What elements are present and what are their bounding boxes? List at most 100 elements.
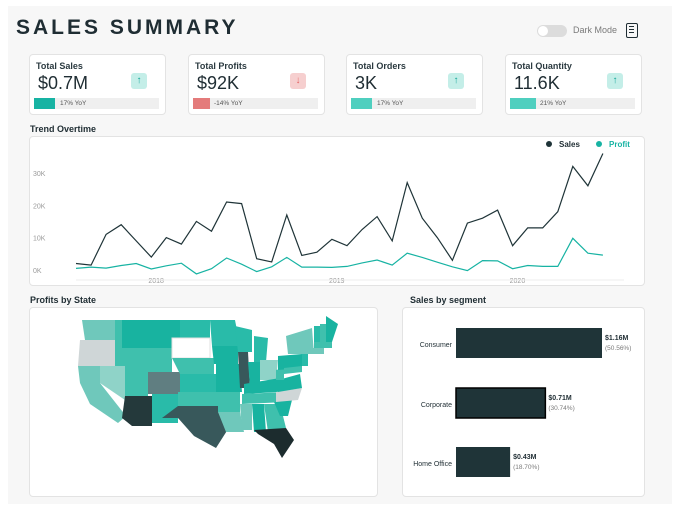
toggle-knob (538, 26, 548, 36)
state-oregon[interactable] (78, 340, 115, 366)
legend-profit: Profit (609, 140, 630, 149)
state-california[interactable] (78, 366, 126, 423)
state-new-hampshire[interactable] (320, 324, 326, 342)
arrow-up-icon: ↑ (607, 73, 623, 89)
kpi-label: Total Profits (195, 61, 247, 71)
kpi-card-total-orders: Total Orders 3K ↑ 17% YoY (346, 54, 483, 115)
arrow-up-icon: ↑ (448, 73, 464, 89)
state-texas[interactable] (162, 406, 230, 448)
state-montana[interactable] (122, 320, 180, 348)
state-iowa[interactable] (212, 346, 238, 364)
state-illinois[interactable] (238, 352, 250, 388)
dark-mode-label: Dark Mode (573, 25, 618, 35)
dark-mode-toggle[interactable] (537, 25, 567, 37)
kpi-label: Total Quantity (512, 61, 572, 71)
state-new-york[interactable] (286, 328, 314, 354)
state-idaho[interactable] (115, 320, 130, 370)
state-north-carolina[interactable] (276, 388, 302, 402)
state-missouri[interactable] (216, 364, 242, 392)
trend-chart: 0K 10K 20K 30K 2018 2019 2020 Sales Profit (33, 140, 630, 285)
state-maryland[interactable] (284, 366, 302, 374)
state-connecticut[interactable] (312, 348, 324, 354)
state-louisiana[interactable] (218, 412, 244, 432)
yoy-bar-fill (193, 98, 210, 109)
state-wisconsin[interactable] (235, 326, 252, 352)
segment-chart: Consumer $1.16M (50.56%) Corporate $0.71M (30… (413, 328, 631, 477)
state-colorado[interactable] (148, 372, 180, 394)
state-new-jersey[interactable] (302, 354, 308, 366)
segment-value-label: $0.43M (513, 454, 537, 461)
state-pennsylvania[interactable] (278, 354, 302, 370)
state-vermont[interactable] (314, 326, 320, 342)
state-michigan[interactable] (254, 336, 268, 362)
state-indiana[interactable] (248, 362, 260, 386)
state-ohio[interactable] (260, 360, 278, 380)
segment-bar[interactable] (456, 447, 511, 477)
kpi-card-total-sales: Total Sales $0.7M ↑ 17% YoY (29, 54, 166, 115)
segment-category-label: Home Office (413, 461, 452, 468)
map-title: Profits by State (30, 295, 97, 305)
segment-share-label: (50.56%) (605, 345, 631, 352)
map-panel (29, 307, 378, 497)
kpi-value: 11.6K (514, 73, 560, 93)
state-maine[interactable] (326, 316, 338, 342)
y-tick-label: 30K (33, 171, 46, 178)
document-menu-icon[interactable] (626, 23, 638, 38)
yoy-bar: 21% YoY (510, 98, 635, 109)
x-tick-label: 2019 (329, 278, 345, 285)
yoy-bar-fill (34, 98, 55, 109)
kpi-value: $0.7M (38, 73, 89, 93)
kpi-label: Total Orders (353, 61, 406, 71)
legend-sales: Sales (559, 140, 580, 149)
state-west-virginia[interactable] (276, 368, 284, 380)
state-nevada[interactable] (100, 366, 125, 400)
segment-bar[interactable] (456, 328, 602, 358)
yoy-label: 21% YoY (540, 100, 567, 107)
legend-marker-profit (596, 141, 602, 147)
state-arkansas[interactable] (218, 392, 240, 412)
arrow-up-icon: ↑ (131, 73, 147, 89)
state-south-dakota[interactable] (171, 337, 211, 359)
state-wyoming[interactable] (130, 348, 172, 372)
segment-category-label: Corporate (421, 402, 452, 409)
state-oklahoma[interactable] (178, 392, 218, 406)
yoy-bar: 17% YoY (34, 98, 159, 109)
yoy-label: 17% YoY (377, 100, 404, 107)
state-south-carolina[interactable] (274, 400, 292, 416)
state-north-dakota[interactable] (180, 320, 210, 338)
state-tennessee[interactable] (242, 392, 286, 404)
segment-category-label: Consumer (420, 342, 453, 349)
state-nebraska[interactable] (172, 358, 214, 374)
state-utah[interactable] (125, 370, 148, 396)
yoy-bar: 17% YoY (351, 98, 476, 109)
state-arizona[interactable] (122, 396, 152, 426)
x-tick-label: 2020 (510, 278, 526, 285)
yoy-bar-fill (510, 98, 536, 109)
kpi-card-total-profits: Total Profits $92K ↓ -14% YoY (188, 54, 325, 115)
line-series-sales (75, 153, 604, 266)
state-massachusetts[interactable] (314, 342, 332, 348)
trend-title: Trend Overtime (30, 124, 97, 134)
segment-bar[interactable] (455, 387, 547, 419)
yoy-label: -14% YoY (214, 100, 243, 107)
segment-title: Sales by segment (410, 295, 487, 305)
legend-marker-sales (546, 141, 552, 147)
state-new-mexico[interactable] (152, 394, 178, 423)
segment-value-label: $1.16M (605, 335, 629, 342)
state-mississippi[interactable] (240, 404, 252, 430)
segment-panel: Consumer $1.16M (50.56%) Corporate $0.71M (30… (402, 307, 645, 497)
trend-panel: 0K 10K 20K 30K 2018 2019 2020 Sales Profit (29, 136, 645, 286)
state-kansas[interactable] (180, 374, 216, 392)
us-profit-map (78, 316, 338, 458)
yoy-label: 17% YoY (60, 100, 87, 107)
state-kentucky[interactable] (244, 378, 280, 394)
state-washington[interactable] (82, 320, 115, 340)
state-alabama[interactable] (252, 404, 266, 432)
arrow-down-icon: ↓ (290, 73, 306, 89)
line-series-profit (75, 237, 603, 275)
kpi-value: $92K (197, 73, 240, 93)
state-florida[interactable] (254, 428, 294, 458)
yoy-bar-fill (351, 98, 372, 109)
state-minnesota[interactable] (210, 320, 240, 346)
x-tick-label: 2018 (148, 278, 164, 285)
